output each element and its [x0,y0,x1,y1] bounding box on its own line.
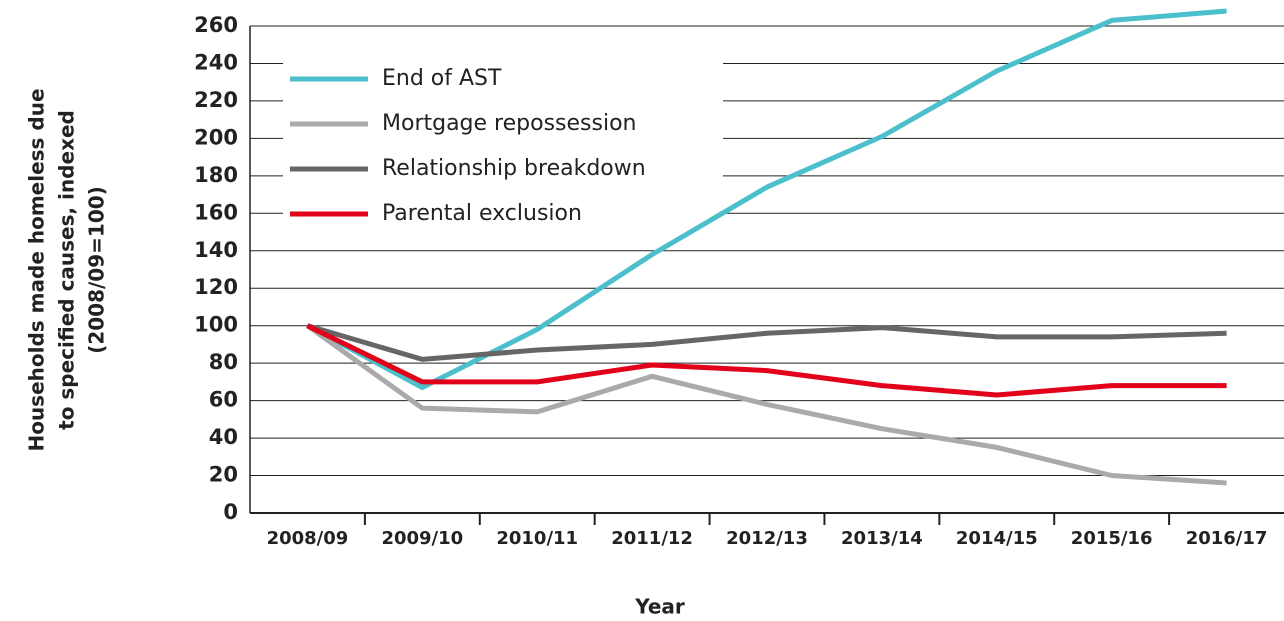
y-tick-label: 120 [194,275,238,299]
y-tick-label: 260 [194,13,238,37]
y-tick-label: 240 [194,50,238,74]
y-tick-label: 100 [194,313,238,337]
y-axis-title: Households made homeless due to specifie… [25,88,109,451]
x-tick-label: 2014/15 [956,528,1038,549]
x-tick-label: 2008/09 [267,528,349,549]
y-tick-label: 20 [209,463,238,487]
y-tick-label: 220 [194,88,238,112]
y-tick-label: 60 [209,388,238,412]
x-tick-label: 2016/17 [1186,528,1268,549]
legend-label: Mortgage repossession [382,111,636,136]
x-tick-label: 2015/16 [1071,528,1153,549]
y-tick-label: 40 [209,425,238,449]
y-axis-title-line: Households made homeless due [25,88,49,451]
y-tick-label: 160 [194,200,238,224]
x-tick-label: 2011/12 [611,528,693,549]
legend-label: End of AST [382,66,502,91]
series-line [306,323,1227,362]
y-tick-label: 200 [194,125,238,149]
y-tick-label: 80 [209,350,238,374]
x-tick-label: 2013/14 [841,528,923,549]
x-tick-label: 2009/10 [381,528,463,549]
y-tick-label: 140 [194,238,238,262]
y-tick-label: 180 [194,163,238,187]
series-line [306,323,1227,398]
y-axis-title-line: (2008/09=100) [85,186,109,354]
series-line [305,323,1227,486]
y-tick-label: 0 [223,500,238,524]
x-tick-label: 2010/11 [496,528,578,549]
x-axis-title: Year [634,595,685,619]
legend-label: Relationship breakdown [382,156,646,181]
series-line [306,8,1227,390]
x-tick-label: 2012/13 [726,528,808,549]
y-axis-title-line: to specified causes, indexed [55,110,79,430]
legend-label: Parental exclusion [382,201,582,226]
